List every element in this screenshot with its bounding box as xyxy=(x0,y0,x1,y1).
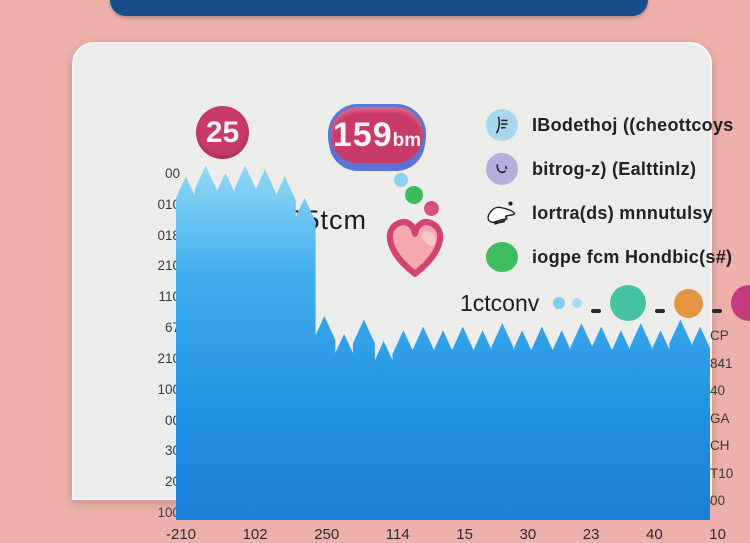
chart-bar xyxy=(194,165,217,520)
tick-label: 40 xyxy=(646,526,663,543)
notes-branch-icon xyxy=(486,109,518,141)
legend-item: iogpe fcm Hondbic(s#) xyxy=(486,242,736,272)
tick-label: 210 xyxy=(157,350,180,366)
tick-label: 15 xyxy=(456,526,473,543)
legend-label: iogpe fcm Hondbic(s#) xyxy=(532,246,733,267)
tick-label: GA xyxy=(710,410,730,426)
chart-bar xyxy=(392,330,415,520)
heart-rate-chart xyxy=(176,165,710,520)
chart-bar xyxy=(214,172,237,520)
tick-label: CH xyxy=(710,438,730,453)
legend: IBodethoj ((cheottcoys bitrog-z) (Ealtti… xyxy=(486,109,736,286)
heart-icon xyxy=(386,219,444,277)
tick-label: 100 xyxy=(157,381,180,397)
tick-label: 210 xyxy=(157,258,180,274)
tick-label: -210 xyxy=(166,526,197,543)
chart-bar xyxy=(491,323,514,520)
zone-dot xyxy=(610,285,647,321)
chart-bar xyxy=(176,176,197,520)
y-axis-right: CP 841 40 GA CH T10 00 xyxy=(710,328,744,508)
chart-bar xyxy=(293,197,316,520)
tick-label: 102 xyxy=(242,526,268,543)
tick-label: 841 xyxy=(710,355,733,371)
chart-bar xyxy=(689,326,710,520)
legend-item: lortra(ds) mnnutulsy xyxy=(486,198,736,228)
chart-bar xyxy=(570,323,593,520)
tick-label: 00 xyxy=(164,166,180,181)
infographic-card: 25 159 bm .25tcm IBodethoj ((cheottcoys xyxy=(72,42,750,543)
x-axis: -210 102 250 114 15 30 23 40 10 xyxy=(166,526,726,543)
tick-label: 250 xyxy=(314,526,340,543)
chart-bar xyxy=(511,330,534,520)
chart-bar xyxy=(610,330,632,520)
chart-bar xyxy=(273,176,296,520)
bpm-unit: bm xyxy=(392,130,422,151)
zone-dash xyxy=(655,309,666,313)
chart-bar xyxy=(432,330,454,520)
chart-bar xyxy=(590,326,613,520)
zone-dot xyxy=(553,297,566,309)
zone-dots xyxy=(553,285,750,321)
legend-label: bitrog-z) (Ealttinlz) xyxy=(532,158,697,179)
tick-label: 30 xyxy=(519,526,537,543)
chart-bar xyxy=(412,326,435,520)
zone-dot xyxy=(731,285,750,321)
zone-dot xyxy=(572,298,583,308)
tick-label: 018 xyxy=(157,227,180,243)
chart-bar xyxy=(333,333,356,520)
chart-bar xyxy=(550,330,573,520)
age-badge-value: 25 xyxy=(205,115,240,149)
bpm-badge: 159 bm xyxy=(328,104,426,166)
zones-label: 1ctconv xyxy=(460,289,540,316)
chart-bar xyxy=(649,330,672,520)
tick-label: 010 xyxy=(157,196,180,212)
hook-curve-icon xyxy=(486,153,518,185)
legend-item: IBodethoj ((cheottcoys xyxy=(486,109,736,141)
chart-bar xyxy=(254,169,276,520)
top-navigation-bar xyxy=(110,0,648,16)
chart-bar xyxy=(234,165,257,520)
tick-label: 10 xyxy=(709,526,726,543)
trail-dot xyxy=(394,173,408,187)
zone-dash xyxy=(591,309,602,313)
chart-bar xyxy=(629,323,652,520)
bpm-value: 159 xyxy=(332,115,393,154)
chart-bar xyxy=(530,326,553,520)
trail-dot xyxy=(424,201,439,216)
zone-dash xyxy=(712,309,723,313)
chart-bar xyxy=(451,326,474,520)
tick-label: 00 xyxy=(710,493,726,508)
tick-label: 23 xyxy=(582,526,600,543)
legend-label: IBodethoj ((cheottcoys xyxy=(532,114,734,135)
chart-bar xyxy=(471,330,494,520)
y-axis-left: 00 010 018 210 110 67 210 100 00 30 20 100 xyxy=(142,166,180,520)
green-dot-icon xyxy=(486,242,518,272)
tick-label: 114 xyxy=(385,526,410,543)
chart-bar xyxy=(372,341,395,520)
legend-item: bitrog-z) (Ealttinlz) xyxy=(486,153,736,185)
chart-bar xyxy=(352,319,375,520)
tick-label: T10 xyxy=(710,465,734,481)
tick-label: 40 xyxy=(710,383,726,398)
chart-bar xyxy=(669,319,692,520)
zone-dot xyxy=(674,288,704,318)
trail-dot xyxy=(405,186,423,204)
legend-label: lortra(ds) mnnutulsy xyxy=(532,202,714,223)
tick-label: CP xyxy=(710,328,729,343)
chart-bar xyxy=(313,315,336,520)
hand-sketch-icon xyxy=(486,197,518,229)
tick-label: 110 xyxy=(158,289,180,305)
zones-row: 1ctconv xyxy=(460,285,750,321)
age-badge: 25 xyxy=(196,106,249,159)
